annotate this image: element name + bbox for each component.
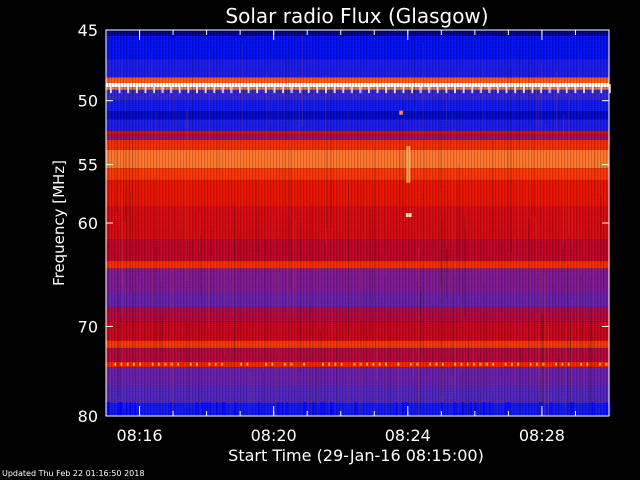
x-tick-label: 08:28 [519,426,565,445]
y-tick-label: 60 [78,214,98,233]
noise-streak [609,402,611,416]
x-tick-label: 08:16 [116,426,162,445]
x-tick-label: 08:20 [251,426,297,445]
y-tick-label: 45 [78,21,98,40]
interference-dot [608,84,611,94]
x-axis: 08:16 08:20 08:24 08:28 [105,30,610,445]
x-tick-label: 08:24 [385,426,431,445]
y-tick-label: 80 [78,407,98,426]
y-axis-label: Frequency [MHz] [50,160,68,286]
chart-title: Solar radio Flux (Glasgow) [225,4,488,28]
heatmap-texture [106,30,609,416]
updated-timestamp: Updated Thu Feb 22 01:16:50 2018 [2,469,145,478]
y-axis: 45 50 55 60 70 80 [78,21,609,426]
y-tick-label: 70 [78,317,98,336]
x-axis-label: Start Time (29-Jan-16 08:15:00) [228,446,484,465]
y-tick-label: 55 [78,156,98,175]
y-tick-label: 50 [78,92,98,111]
